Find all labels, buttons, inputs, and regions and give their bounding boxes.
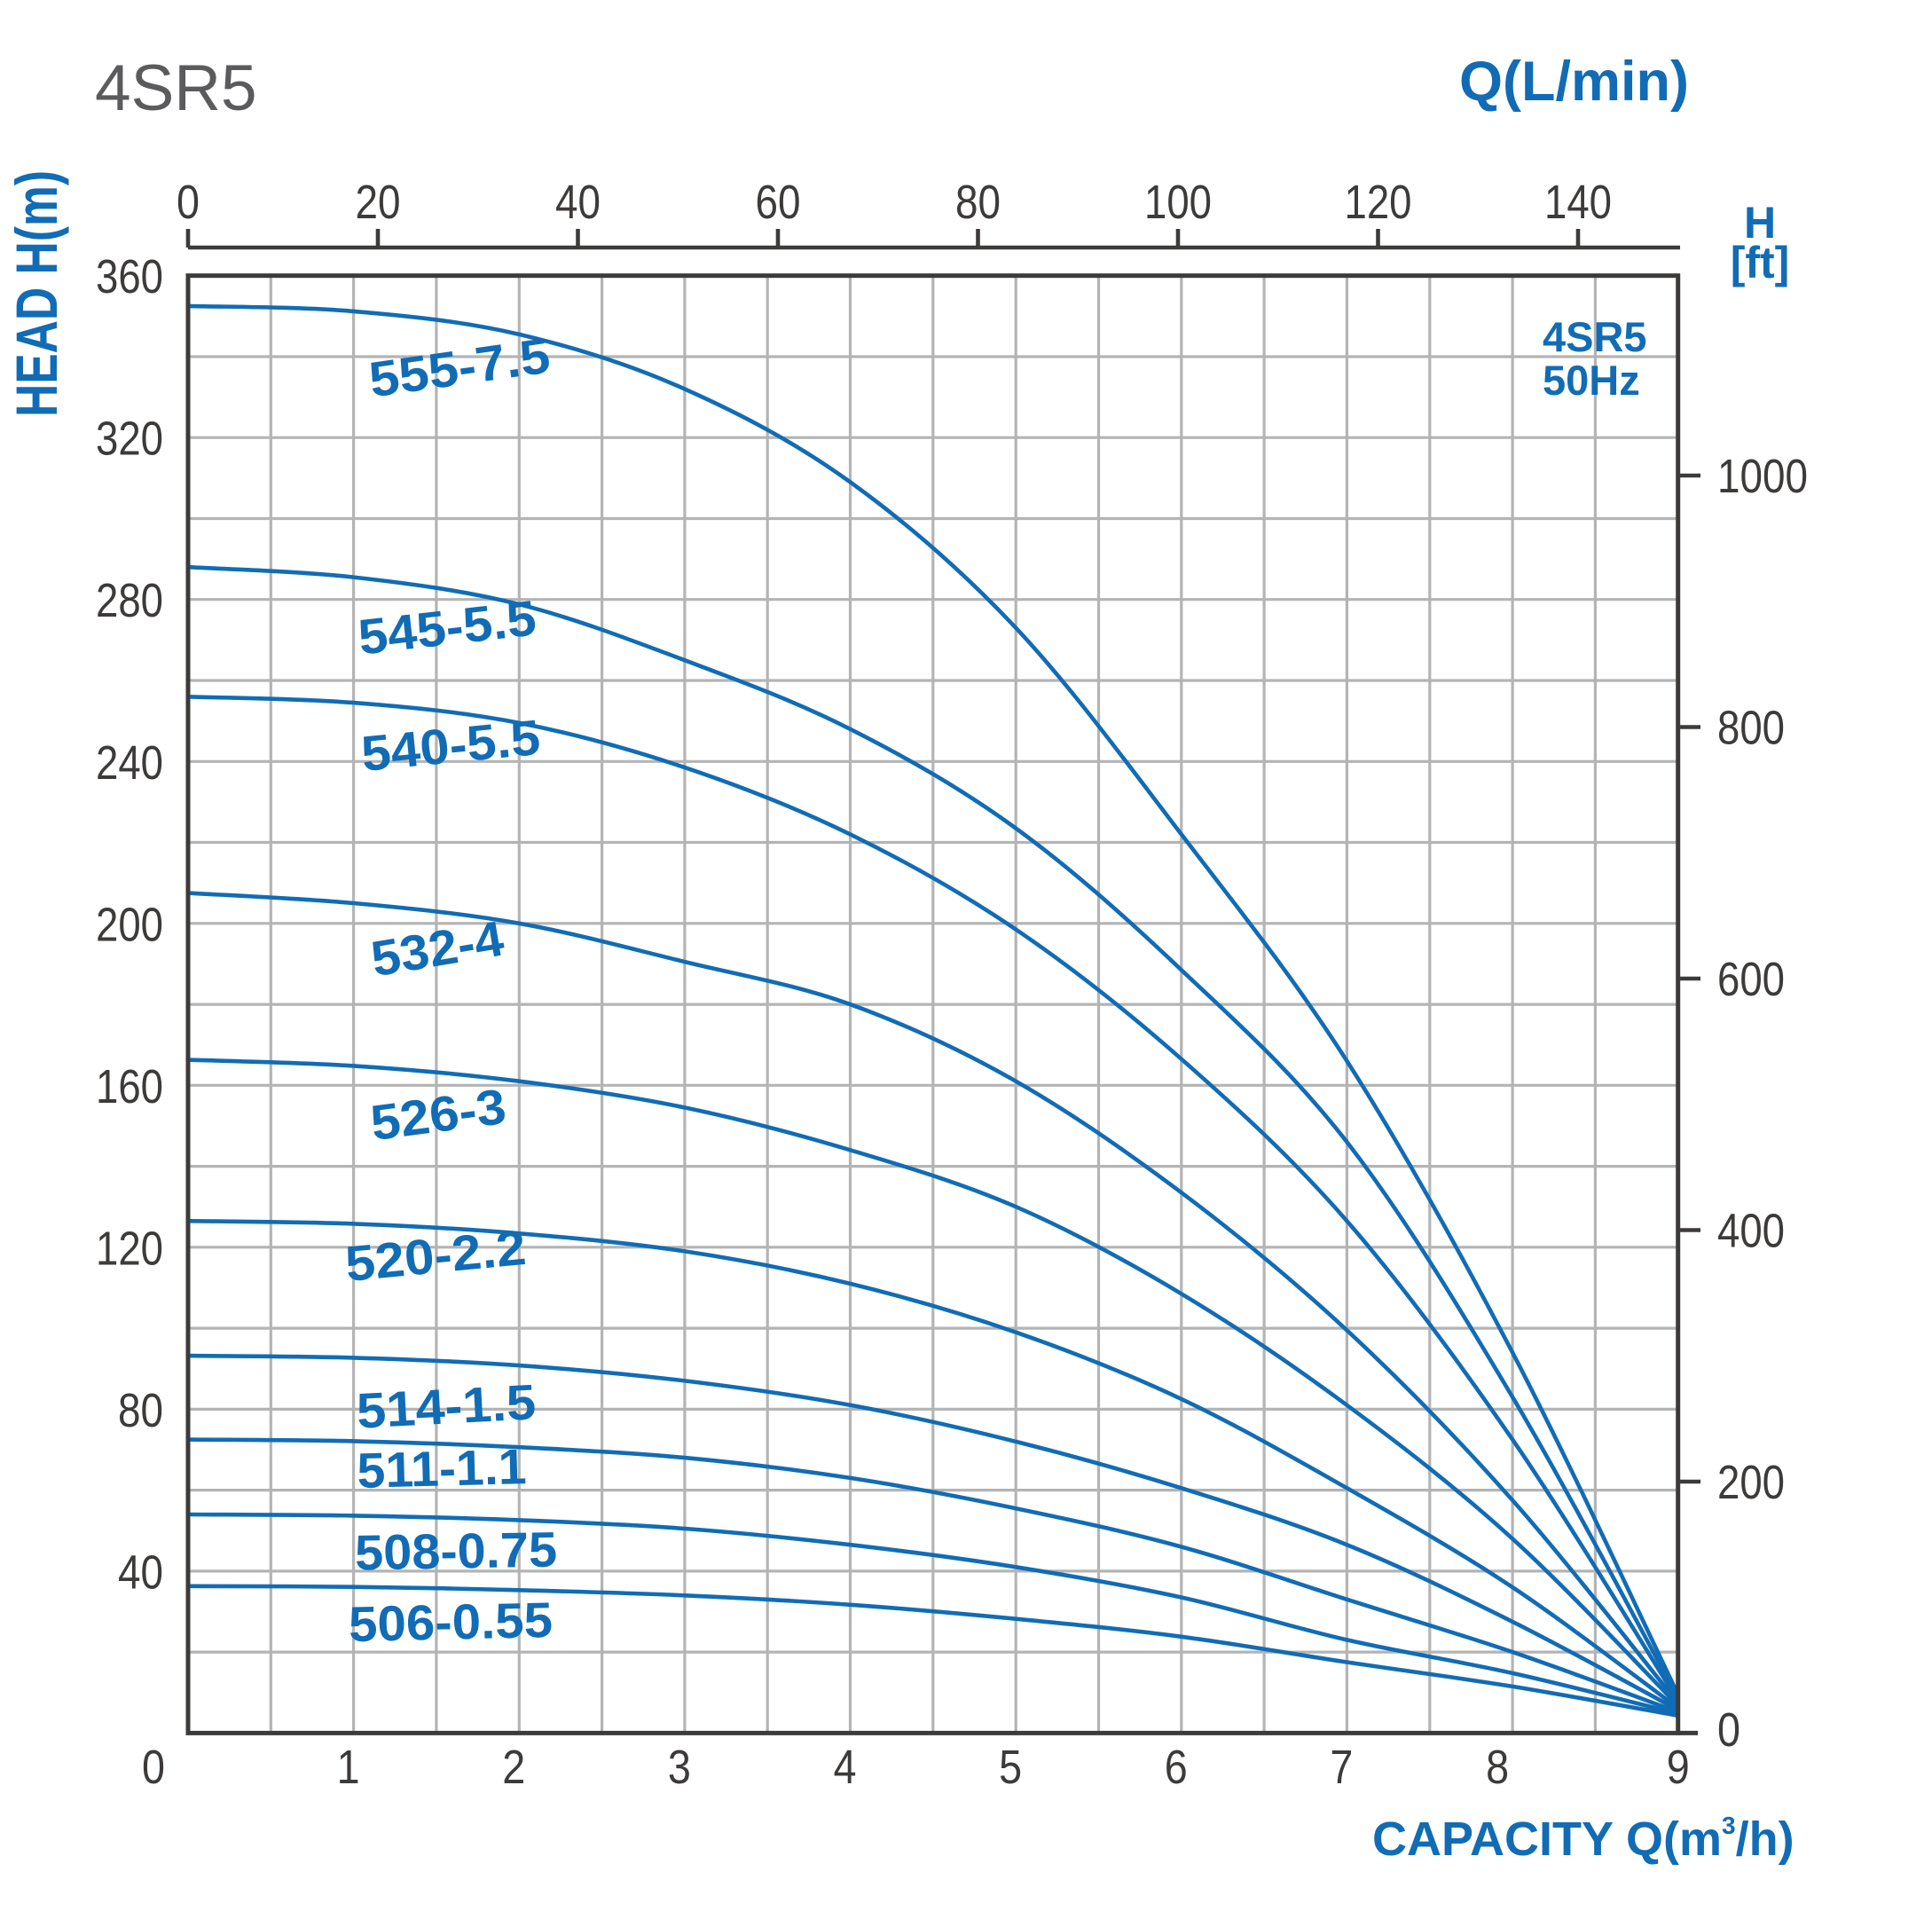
- svg-text:0: 0: [1717, 1703, 1740, 1757]
- svg-text:0: 0: [142, 1741, 165, 1794]
- svg-text:H: H: [1744, 198, 1776, 248]
- svg-text:200: 200: [96, 898, 163, 951]
- svg-text:200: 200: [1717, 1456, 1785, 1509]
- svg-text:100: 100: [1144, 176, 1212, 229]
- svg-text:50Hz: 50Hz: [1543, 357, 1640, 404]
- svg-text:514-1.5: 514-1.5: [355, 1373, 537, 1438]
- svg-text:140: 140: [1544, 176, 1612, 229]
- svg-text:7: 7: [1330, 1741, 1353, 1794]
- svg-text:0: 0: [177, 176, 200, 229]
- svg-text:5: 5: [999, 1741, 1022, 1794]
- svg-text:240: 240: [96, 736, 163, 790]
- svg-text:4SR5: 4SR5: [1543, 313, 1647, 360]
- svg-text:60: 60: [756, 176, 801, 229]
- svg-text:9: 9: [1667, 1741, 1690, 1794]
- svg-text:2: 2: [502, 1741, 525, 1794]
- svg-text:511-1.1: 511-1.1: [357, 1438, 528, 1498]
- svg-text:6: 6: [1165, 1741, 1188, 1794]
- svg-text:4: 4: [834, 1741, 857, 1794]
- svg-text:80: 80: [955, 176, 1001, 229]
- svg-text:506-0.55: 506-0.55: [348, 1592, 553, 1652]
- svg-text:160: 160: [96, 1060, 163, 1113]
- svg-text:1000: 1000: [1717, 450, 1808, 503]
- svg-text:508-0.75: 508-0.75: [354, 1522, 557, 1581]
- svg-text:600: 600: [1717, 953, 1785, 1006]
- svg-text:40: 40: [555, 176, 601, 229]
- svg-text:400: 400: [1717, 1205, 1785, 1258]
- svg-text:4SR5: 4SR5: [95, 52, 257, 124]
- svg-text:120: 120: [1345, 176, 1412, 229]
- svg-text:[ft]: [ft]: [1731, 238, 1790, 287]
- svg-text:360: 360: [96, 250, 163, 303]
- svg-text:320: 320: [96, 413, 163, 466]
- svg-text:Q(L/min): Q(L/min): [1459, 51, 1689, 113]
- svg-text:80: 80: [118, 1384, 163, 1437]
- svg-text:8: 8: [1486, 1741, 1509, 1794]
- svg-text:20: 20: [356, 176, 401, 229]
- svg-text:3: 3: [668, 1741, 691, 1794]
- svg-text:120: 120: [96, 1222, 163, 1275]
- svg-text:280: 280: [96, 574, 163, 627]
- svg-text:800: 800: [1717, 702, 1785, 755]
- svg-text:HEAD H(m): HEAD H(m): [4, 170, 69, 417]
- svg-text:1: 1: [337, 1741, 360, 1794]
- svg-text:40: 40: [118, 1545, 163, 1599]
